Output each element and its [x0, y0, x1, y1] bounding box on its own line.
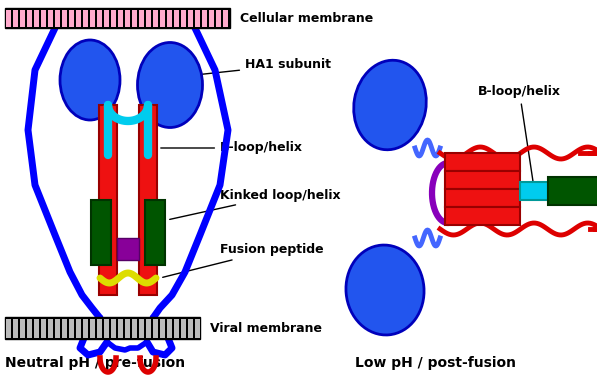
Bar: [118, 9, 122, 27]
Bar: [27, 9, 32, 27]
Text: Neutral pH / pre-fusion: Neutral pH / pre-fusion: [5, 356, 185, 370]
Bar: [167, 9, 171, 27]
Bar: [174, 9, 179, 27]
Bar: [188, 9, 192, 27]
Bar: [139, 105, 157, 295]
Bar: [90, 318, 94, 338]
Bar: [13, 318, 17, 338]
Bar: [445, 171, 520, 189]
Bar: [83, 318, 88, 338]
Bar: [195, 318, 199, 338]
Bar: [5, 8, 230, 28]
Bar: [76, 318, 81, 338]
Bar: [104, 9, 109, 27]
Bar: [69, 318, 73, 338]
Bar: [520, 182, 548, 200]
Bar: [62, 9, 66, 27]
Text: Fusion peptide: Fusion peptide: [163, 243, 324, 277]
Bar: [160, 9, 165, 27]
Bar: [132, 318, 137, 338]
Bar: [34, 9, 38, 27]
Bar: [20, 318, 24, 338]
Ellipse shape: [353, 60, 426, 150]
Text: B-loop/helix: B-loop/helix: [161, 141, 303, 155]
Bar: [118, 318, 122, 338]
Text: Low pH / post-fusion: Low pH / post-fusion: [355, 356, 516, 370]
Text: Fusion peptide: Fusion peptide: [0, 378, 1, 379]
Bar: [145, 200, 165, 265]
Bar: [104, 318, 109, 338]
Bar: [20, 9, 24, 27]
Bar: [34, 318, 38, 338]
Bar: [83, 9, 88, 27]
Bar: [209, 9, 214, 27]
Bar: [202, 9, 207, 27]
Bar: [445, 189, 520, 207]
Bar: [188, 318, 192, 338]
Bar: [445, 153, 520, 171]
Bar: [548, 177, 597, 205]
Bar: [223, 9, 227, 27]
Bar: [445, 207, 520, 225]
Bar: [125, 9, 130, 27]
Bar: [117, 238, 139, 260]
Text: HA1 subunit: HA1 subunit: [198, 58, 331, 75]
Bar: [216, 9, 220, 27]
Bar: [55, 318, 60, 338]
Bar: [195, 9, 199, 27]
Bar: [167, 318, 171, 338]
Bar: [76, 9, 81, 27]
Bar: [99, 105, 117, 295]
Bar: [6, 9, 11, 27]
Bar: [5, 317, 200, 339]
Bar: [6, 318, 11, 338]
Bar: [125, 318, 130, 338]
Bar: [90, 9, 94, 27]
Bar: [111, 318, 115, 338]
Text: B-loop/helix: B-loop/helix: [478, 86, 561, 185]
Bar: [111, 9, 115, 27]
Bar: [41, 9, 45, 27]
Bar: [132, 9, 137, 27]
Bar: [62, 318, 66, 338]
Bar: [181, 318, 186, 338]
Bar: [174, 318, 179, 338]
Bar: [146, 318, 150, 338]
Text: Viral membrane: Viral membrane: [210, 321, 322, 335]
Text: Kinked loop/helix: Kinked loop/helix: [170, 188, 341, 219]
Bar: [91, 200, 111, 265]
Text: Cellular membrane: Cellular membrane: [240, 11, 373, 25]
Ellipse shape: [60, 40, 120, 120]
Bar: [27, 318, 32, 338]
Ellipse shape: [137, 42, 202, 127]
Bar: [97, 318, 101, 338]
Ellipse shape: [346, 245, 424, 335]
Bar: [153, 9, 158, 27]
Bar: [13, 9, 17, 27]
Bar: [160, 318, 165, 338]
Bar: [48, 318, 53, 338]
Bar: [41, 318, 45, 338]
Bar: [97, 9, 101, 27]
Bar: [48, 9, 53, 27]
Bar: [146, 9, 150, 27]
Bar: [181, 9, 186, 27]
Bar: [153, 318, 158, 338]
Bar: [139, 318, 143, 338]
Bar: [55, 9, 60, 27]
Bar: [69, 9, 73, 27]
Bar: [139, 9, 143, 27]
